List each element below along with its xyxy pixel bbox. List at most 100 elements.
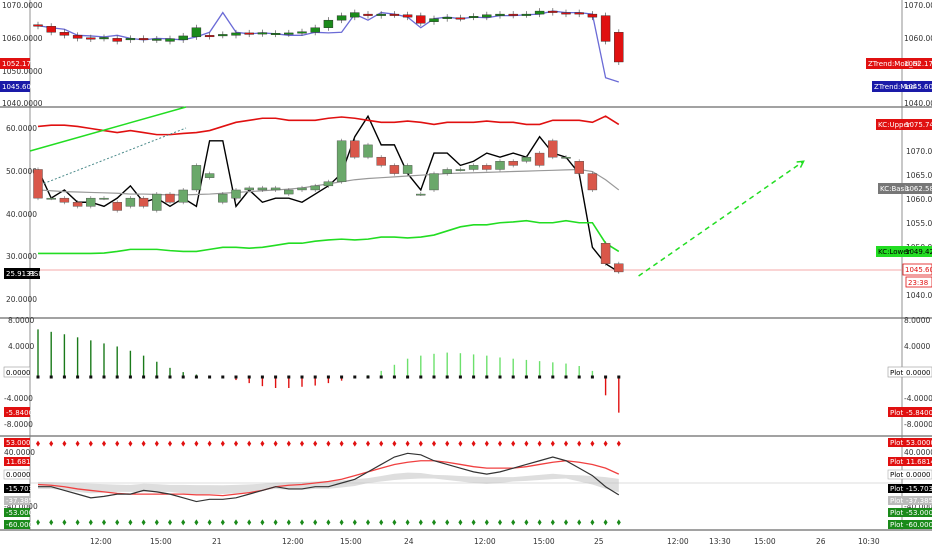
lower-diamond-marker — [616, 519, 621, 526]
upper-diamond-marker — [524, 440, 529, 447]
tag-value: 11.6814 — [906, 458, 932, 466]
tag-value: -15.7039 — [906, 485, 932, 493]
upper-diamond-marker — [102, 440, 106, 447]
price-tick: 1070.0000 — [2, 1, 43, 10]
hist-dot — [590, 375, 594, 379]
candle-body — [270, 33, 281, 35]
rsi-candle-body — [376, 156, 386, 166]
tag-name: Plot — [890, 458, 903, 466]
hist-dot — [564, 375, 568, 379]
upper-diamond-marker — [445, 440, 450, 447]
upper-diamond-marker — [326, 440, 331, 447]
hist-dot — [155, 375, 159, 379]
rsi-tick: 50.0000 — [6, 167, 37, 176]
upper-diamond-marker — [313, 440, 318, 447]
rsi-candle-body — [468, 165, 479, 170]
candle-body — [59, 32, 70, 36]
tag-name: Plot — [890, 485, 903, 493]
tag-name: KC:Basis — [880, 185, 910, 193]
candle-body — [297, 31, 307, 34]
hist-dot — [36, 375, 40, 379]
hist-neg-tag-right: Plot -5.8400 — [888, 407, 932, 417]
upper-diamond-marker — [484, 440, 489, 447]
candle-body — [99, 37, 109, 40]
hist-dot — [221, 375, 225, 379]
rsi-candle-body — [204, 173, 215, 178]
rsi-candle-body — [350, 140, 360, 158]
rsi-tick: 40.0000 — [6, 210, 37, 219]
price-pane[interactable]: 1070.0000 1060.0000 1050.0000 1040.0000 … — [0, 1, 932, 108]
hist-tick: -4.0000 — [4, 394, 33, 403]
tag-name: ZTrend:Mod_Hi — [868, 60, 920, 68]
candle-body — [86, 37, 96, 40]
hist-dot — [340, 375, 344, 379]
lower-diamond-marker — [392, 519, 397, 526]
upper-diamond-marker — [260, 440, 265, 447]
oscillator-band — [30, 472, 902, 495]
candle-body — [244, 32, 254, 35]
hist-dot — [274, 375, 278, 379]
tag-name: Plot — [890, 409, 903, 417]
dotted-trend-line — [39, 127, 187, 186]
hist-dot — [511, 375, 515, 379]
candle-body — [429, 18, 439, 22]
upper-diamond-marker — [220, 440, 225, 447]
tag-value: 1049.42 — [905, 248, 932, 256]
upper-diamond-marker — [405, 440, 410, 447]
hist-dot — [604, 375, 608, 379]
oscillator-pane[interactable]: 40.0000 40.0000 -40.0000 -40.0000 53.000… — [3, 438, 932, 529]
candle-body — [284, 32, 294, 35]
upper-diamond-marker — [300, 440, 304, 447]
projection-arrow[interactable] — [638, 160, 805, 277]
lower-diamond-marker — [445, 519, 450, 526]
rsi-candle-body — [363, 144, 373, 158]
hist-dot — [617, 375, 621, 379]
rsi-tick: 60.0000 — [6, 124, 37, 133]
candle-body — [389, 13, 400, 16]
hist-dot — [551, 375, 555, 379]
rsi-candle-body — [455, 169, 466, 171]
rsi-candle-body — [86, 197, 96, 207]
lower-diamond-marker — [75, 519, 80, 526]
time-tick: 12:00 — [667, 537, 689, 546]
hist-dot — [524, 375, 528, 379]
hist-zero-tag-right: Plot 0.0000 — [887, 366, 932, 378]
price-tick: 1050.0000 — [2, 67, 43, 76]
tag-value: -53.0000 — [6, 509, 37, 517]
tag-value: -60.0000 — [906, 521, 932, 529]
rsi-candle-body — [231, 189, 241, 199]
tag-value: 1052.1740 — [904, 60, 932, 68]
oscillator-band-area — [38, 472, 619, 495]
price-tick: 1060.0000 — [904, 34, 932, 43]
rsi-candle-body — [521, 156, 532, 162]
hist-tick: 4.0000 — [8, 342, 34, 351]
tag-value: 1045.60 — [905, 266, 932, 274]
rsi-candle-body — [284, 189, 294, 195]
candle-body — [574, 12, 584, 15]
lower-diamond-marker — [313, 519, 318, 526]
upper-diamond-marker — [537, 440, 542, 447]
candle-body — [310, 27, 320, 33]
lower-diamond-marker — [524, 519, 529, 526]
time-tick: 12:00 — [90, 537, 112, 546]
tag-name: Plot — [890, 521, 903, 529]
rsi-keltner-pane[interactable]: 60.0000 50.0000 40.0000 30.0000 20.0000 … — [4, 106, 932, 304]
price-tick: 1060.0000 — [2, 34, 43, 43]
candle-body — [363, 13, 373, 16]
hist-neg-tag-left: -5.8400 — [4, 407, 33, 417]
rsi-candle-body — [402, 165, 413, 174]
lower-diamond-marker — [62, 519, 67, 526]
hist-dot — [234, 375, 238, 379]
left-tag-blue: 1045.6000 — [0, 81, 40, 92]
countdown-value: 23:38 — [908, 279, 928, 287]
histogram-pane[interactable]: 8.0000 4.0000 -4.0000 -8.0000 8.0000 4.0… — [3, 316, 932, 429]
lower-diamond-marker — [603, 519, 608, 526]
time-tick: 15:00 — [754, 537, 776, 546]
upper-diamond-marker — [366, 440, 370, 447]
lower-diamond-marker — [102, 519, 106, 526]
tag-value: 1045.6000 — [904, 83, 932, 91]
lower-diamond-marker — [49, 519, 54, 526]
time-axis[interactable]: 12:00 15:00 21 12:00 15:00 24 12:00 15:0… — [90, 537, 880, 546]
rsi-candle-body — [46, 197, 56, 200]
